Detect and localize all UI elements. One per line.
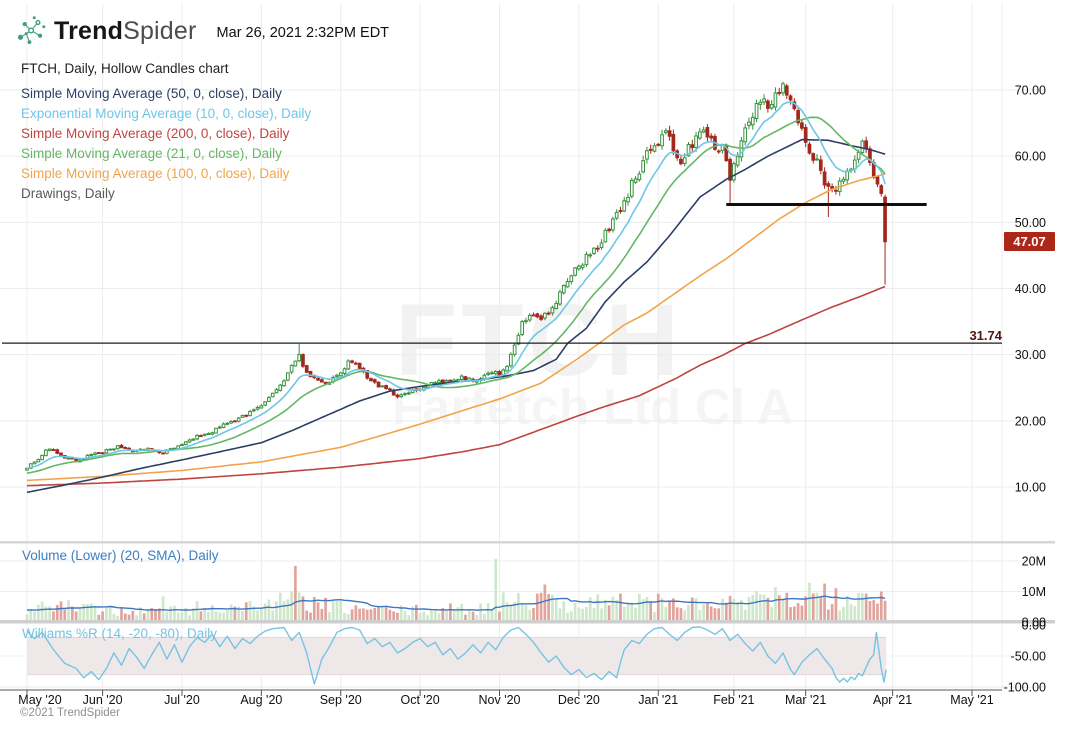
brand-trend: Trend	[54, 16, 124, 45]
svg-text:Jun '20: Jun '20	[83, 693, 123, 707]
overlay-line-sma200	[26, 285, 886, 487]
time-axis: May '20 Jun '20 Jul '20 Aug '20 Sep '20 Oct '…	[0, 689, 1002, 707]
copyright-text: ©2021 TrendSpider	[20, 707, 120, 719]
legend-item-sma200[interactable]: Simple Moving Average (200, 0, close), D…	[21, 126, 290, 141]
svg-text:Feb '21: Feb '21	[713, 693, 754, 707]
svg-text:70.00: 70.00	[1015, 84, 1046, 98]
williams-r-indicator-label[interactable]: Williams %R (14, -20, -80), Daily	[22, 626, 218, 641]
chart-legend: FTCH, Daily, Hollow Candles chart Simple…	[21, 59, 311, 204]
legend-symbol-title[interactable]: FTCH, Daily, Hollow Candles chart	[21, 61, 229, 76]
legend-indicator-list: Simple Moving Average (50, 0, close), Da…	[21, 84, 311, 184]
svg-text:20.00: 20.00	[1015, 414, 1046, 428]
header: TrendSpider Mar 26, 2021 2:32PM EDT	[12, 12, 389, 50]
last-price-tag: 47.07	[1004, 232, 1055, 251]
svg-text:-100.00: -100.00	[1004, 681, 1046, 695]
legend-item-ema10[interactable]: Exponential Moving Average (10, 0, close…	[21, 106, 312, 121]
overlay-line-sma100	[26, 173, 886, 482]
svg-text:50.00: 50.00	[1015, 216, 1046, 230]
axis-labels: 70.00 60.00 50.00 40.00 30.00 20.00 10.00 20M 10…	[1004, 84, 1046, 695]
svg-text:0.00: 0.00	[1022, 616, 1046, 630]
williams-band	[27, 636, 887, 676]
svg-text:Jul '20: Jul '20	[164, 693, 200, 707]
svg-text:60.00: 60.00	[1015, 150, 1046, 164]
svg-text:Jan '21: Jan '21	[638, 693, 678, 707]
brand-wordmark: TrendSpider	[54, 17, 197, 46]
brand-spider: Spider	[123, 16, 197, 45]
svg-text:-50.00: -50.00	[1011, 650, 1046, 664]
svg-text:Apr '21: Apr '21	[873, 693, 912, 707]
legend-drawings[interactable]: Drawings, Daily	[21, 186, 115, 201]
volume-sma-line	[27, 595, 886, 611]
chart-datetime: Mar 26, 2021 2:32PM EDT	[216, 25, 390, 41]
williams-r-line	[26, 626, 887, 685]
svg-text:May '21: May '21	[950, 693, 993, 707]
candles	[25, 81, 887, 472]
svg-text:Mar '21: Mar '21	[785, 693, 826, 707]
svg-text:30.00: 30.00	[1015, 348, 1046, 362]
legend-item-sma100[interactable]: Simple Moving Average (100, 0, close), D…	[21, 166, 290, 181]
svg-text:10.00: 10.00	[1015, 481, 1046, 495]
volume-bars	[25, 558, 887, 622]
svg-text:0.00: 0.00	[1022, 619, 1046, 633]
svg-text:May '20: May '20	[18, 693, 61, 707]
legend-item-sma50[interactable]: Simple Moving Average (50, 0, close), Da…	[21, 86, 282, 101]
volume-indicator-label[interactable]: Volume (Lower) (20, SMA), Daily	[22, 548, 219, 563]
overlay-line-ema10	[26, 101, 886, 470]
svg-text:Nov '20: Nov '20	[479, 693, 521, 707]
svg-text:Dec '20: Dec '20	[558, 693, 600, 707]
svg-text:20M: 20M	[1022, 555, 1046, 569]
svg-text:Sep '20: Sep '20	[320, 693, 362, 707]
legend-item-sma21[interactable]: Simple Moving Average (21, 0, close), Da…	[21, 146, 282, 161]
trendspider-logo-icon	[17, 16, 46, 45]
panel-separator-williams	[0, 620, 1055, 624]
horizontal-line-price-label: 31.74	[969, 328, 1002, 343]
svg-text:40.00: 40.00	[1015, 282, 1046, 296]
svg-text:Aug '20: Aug '20	[240, 693, 282, 707]
svg-text:Oct '20: Oct '20	[401, 693, 440, 707]
svg-text:10M: 10M	[1022, 585, 1046, 599]
panel-separator-volume	[0, 541, 1055, 544]
